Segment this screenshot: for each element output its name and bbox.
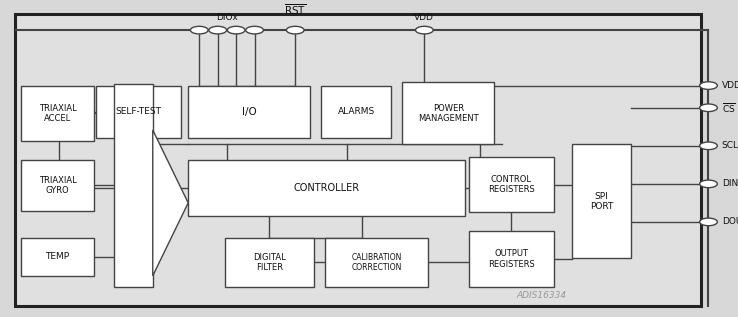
Text: TRIAXIAL
GYRO: TRIAXIAL GYRO: [38, 176, 77, 195]
Text: DIGITAL
FILTER: DIGITAL FILTER: [253, 253, 286, 272]
Text: CONTROLLER: CONTROLLER: [294, 183, 359, 193]
Bar: [188, 160, 465, 216]
Text: TRIAXIAL
ACCEL: TRIAXIAL ACCEL: [38, 104, 77, 123]
Text: ADIS16334: ADIS16334: [517, 291, 567, 300]
Circle shape: [415, 26, 433, 34]
Circle shape: [190, 26, 208, 34]
Text: VDD: VDD: [722, 81, 738, 90]
Text: $\overline{\mathsf{RST}}$: $\overline{\mathsf{RST}}$: [284, 3, 306, 17]
Bar: [225, 238, 314, 287]
Circle shape: [700, 218, 717, 226]
Bar: [21, 86, 94, 141]
Bar: [469, 231, 554, 287]
Text: ALARMS: ALARMS: [337, 107, 375, 116]
Text: $\overline{\mathsf{CS}}$: $\overline{\mathsf{CS}}$: [722, 101, 736, 115]
Bar: [21, 238, 94, 276]
Bar: [96, 86, 181, 138]
Polygon shape: [153, 130, 188, 276]
Circle shape: [209, 26, 227, 34]
Text: VDD: VDD: [415, 13, 434, 22]
Text: DOUT: DOUT: [722, 217, 738, 226]
Bar: [21, 160, 94, 211]
Bar: [325, 238, 428, 287]
Bar: [572, 144, 631, 258]
Circle shape: [700, 180, 717, 188]
Text: OUTPUT
REGISTERS: OUTPUT REGISTERS: [488, 249, 534, 269]
Text: DIOx: DIOx: [215, 13, 238, 22]
Circle shape: [700, 82, 717, 89]
Circle shape: [246, 26, 263, 34]
Text: SELF-TEST: SELF-TEST: [115, 107, 162, 116]
Text: POWER
MANAGEMENT: POWER MANAGEMENT: [418, 104, 479, 123]
Bar: [114, 84, 153, 287]
Text: CALIBRATION
CORRECTION: CALIBRATION CORRECTION: [351, 253, 401, 272]
Bar: [188, 86, 310, 138]
Text: DIN: DIN: [722, 179, 738, 188]
Bar: [469, 157, 554, 212]
Text: TEMP: TEMP: [46, 252, 69, 261]
Text: I/O: I/O: [242, 107, 256, 117]
Text: SCLK: SCLK: [722, 141, 738, 150]
Circle shape: [700, 142, 717, 150]
Bar: [402, 82, 494, 144]
Text: SPI
PORT: SPI PORT: [590, 191, 613, 211]
Text: CONTROL
REGISTERS: CONTROL REGISTERS: [488, 175, 534, 194]
Circle shape: [227, 26, 245, 34]
Circle shape: [286, 26, 304, 34]
Circle shape: [700, 104, 717, 112]
Bar: [321, 86, 391, 138]
